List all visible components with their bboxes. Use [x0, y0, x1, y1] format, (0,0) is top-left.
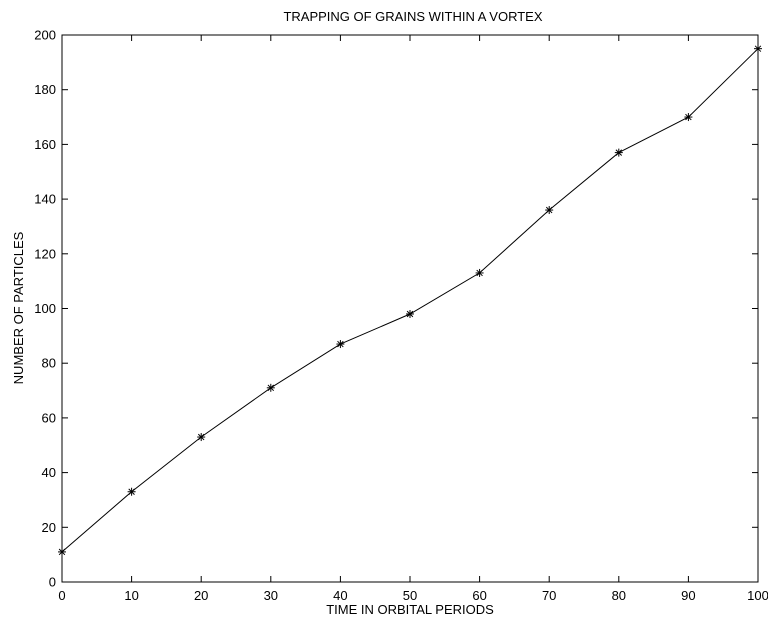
data-point	[406, 309, 414, 318]
plot-area	[61, 34, 759, 583]
x-tick-label: 60	[472, 588, 486, 603]
x-tick-label: 100	[747, 588, 768, 603]
data-point	[614, 148, 623, 157]
x-tick-label: 20	[194, 588, 208, 603]
data-point	[266, 383, 275, 392]
x-tick-label: 40	[333, 588, 347, 603]
data-point	[684, 113, 693, 122]
x-tick-label: 70	[542, 588, 556, 603]
x-tick-label: 10	[124, 588, 138, 603]
y-tick-label: 200	[34, 28, 56, 43]
x-tick-label: 80	[612, 588, 626, 603]
data-point	[58, 547, 66, 556]
y-tick-label: 180	[34, 82, 56, 97]
x-tick-label: 0	[58, 588, 65, 603]
series-line	[61, 48, 759, 553]
data-point	[475, 268, 484, 277]
data-point	[127, 487, 136, 496]
y-axis: 0 20 40 60 80 100 120 140 160 180 200	[34, 28, 758, 590]
data-point	[545, 206, 554, 215]
x-tick-label: 50	[403, 588, 417, 603]
y-tick-label: 140	[34, 192, 56, 207]
y-tick-label: 160	[34, 137, 56, 152]
y-tick-label: 0	[49, 575, 56, 590]
y-tick-label: 100	[34, 301, 56, 316]
y-tick-label: 120	[34, 246, 56, 261]
data-markers	[58, 44, 762, 556]
y-tick-label: 40	[42, 465, 56, 480]
x-axis: 0 10 20 30 40 50 60 70 80 90 100	[58, 35, 768, 603]
x-tick-label: 30	[264, 588, 278, 603]
data-point	[754, 44, 762, 53]
x-axis-title: TIME IN ORBITAL PERIODS	[326, 602, 494, 617]
chart-title: TRAPPING OF GRAINS WITHIN A VORTEX	[283, 9, 542, 24]
y-tick-label: 80	[42, 356, 56, 371]
y-tick-label: 20	[42, 520, 56, 535]
y-axis-title: NUMBER OF PARTICLES	[11, 231, 26, 384]
data-point	[197, 433, 206, 442]
data-point	[336, 340, 345, 349]
y-tick-label: 60	[42, 410, 56, 425]
x-tick-label: 90	[681, 588, 695, 603]
